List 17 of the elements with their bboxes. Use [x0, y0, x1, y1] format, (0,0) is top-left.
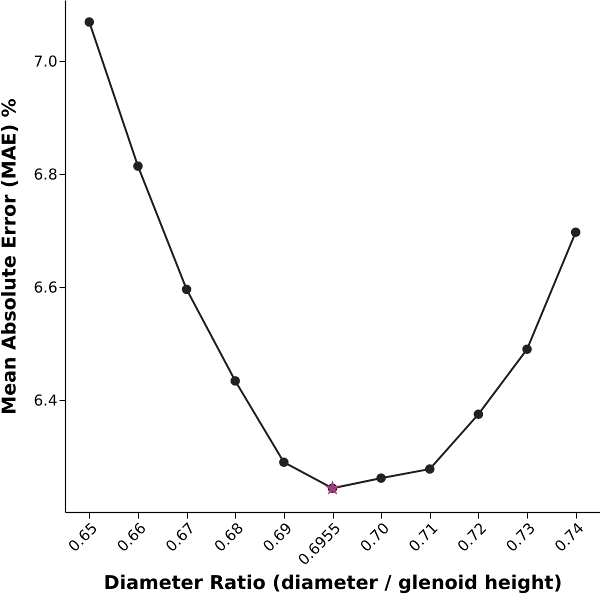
y-tick-label: 6.4 — [34, 392, 58, 410]
point — [84, 17, 94, 27]
point — [522, 344, 532, 354]
y-tick-label: 6.8 — [34, 166, 58, 184]
point — [133, 161, 143, 171]
point — [474, 410, 484, 419]
point — [570, 228, 580, 237]
point — [324, 480, 340, 495]
point — [230, 376, 240, 386]
y-tick-label: 7.0 — [34, 52, 58, 71]
y-tick-label: 6.6 — [34, 278, 58, 297]
x-axis-title: Diameter Ratio (diameter / glenoid height) — [104, 572, 562, 594]
point — [182, 284, 192, 294]
point — [425, 464, 435, 474]
point — [376, 473, 386, 483]
point — [279, 458, 289, 468]
y-axis-title: Mean Absolute Error (MAE) % — [0, 98, 21, 415]
